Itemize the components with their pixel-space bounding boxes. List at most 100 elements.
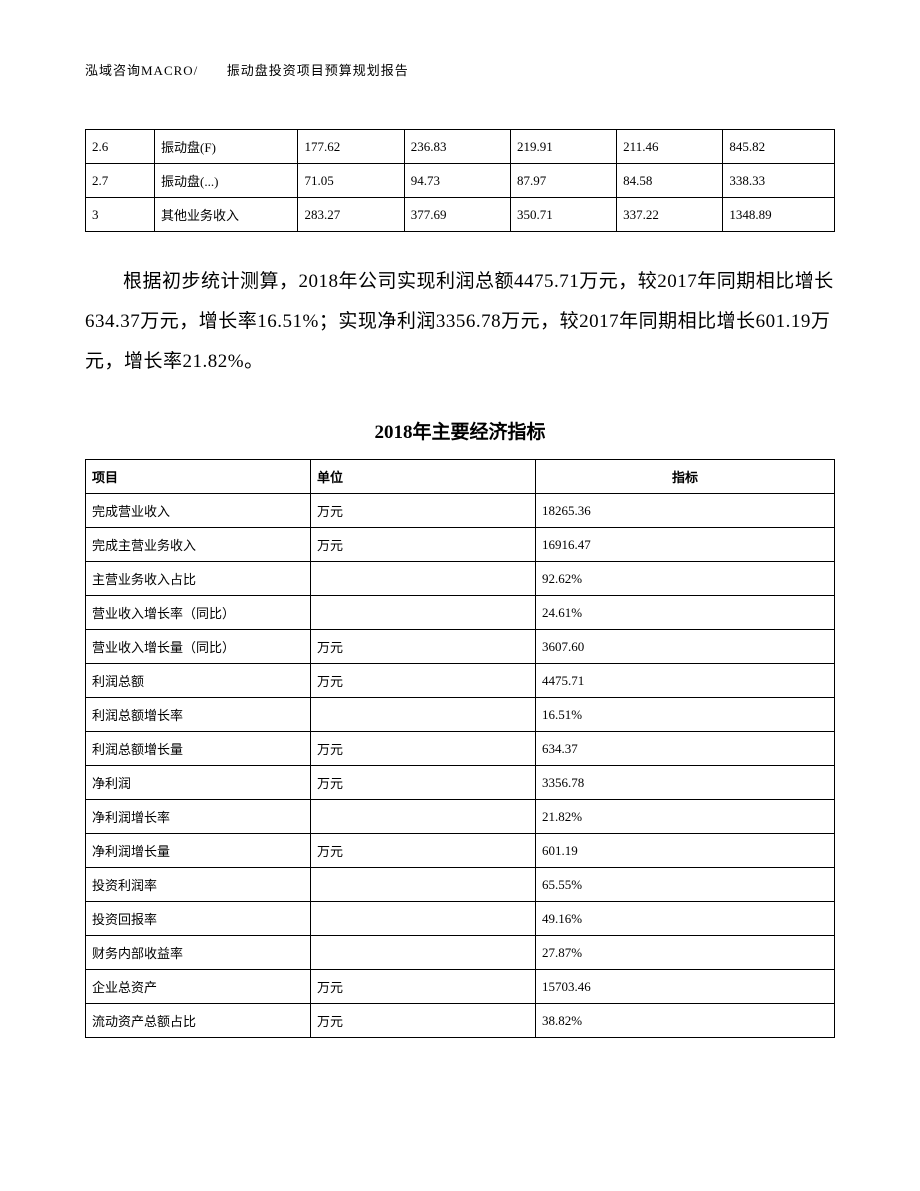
table-cell: 投资回报率	[86, 902, 311, 936]
table-row: 3其他业务收入283.27377.69350.71337.221348.89	[86, 198, 835, 232]
table-cell: 净利润增长率	[86, 800, 311, 834]
table-cell: 营业收入增长率（同比）	[86, 596, 311, 630]
table-cell: 万元	[311, 630, 536, 664]
table-row: 主营业务收入占比 92.62%	[86, 562, 835, 596]
table-cell: 净利润	[86, 766, 311, 800]
table-cell: 利润总额增长量	[86, 732, 311, 766]
table-cell: 净利润增长量	[86, 834, 311, 868]
table-row: 利润总额增长率 16.51%	[86, 698, 835, 732]
table-cell: 15703.46	[536, 970, 835, 1004]
table-cell: 634.37	[536, 732, 835, 766]
table-cell: 219.91	[510, 130, 616, 164]
table-row: 投资利润率 65.55%	[86, 868, 835, 902]
table-cell	[311, 936, 536, 970]
table-cell: 94.73	[404, 164, 510, 198]
table-cell: 211.46	[617, 130, 723, 164]
table-cell: 350.71	[510, 198, 616, 232]
table-row: 2.7振动盘(...)71.0594.7387.9784.58338.33	[86, 164, 835, 198]
table-cell: 万元	[311, 732, 536, 766]
header-value: 指标	[536, 460, 835, 494]
table-cell: 71.05	[298, 164, 404, 198]
revenue-breakdown-table: 2.6振动盘(F)177.62236.83219.91211.46845.822…	[85, 129, 835, 232]
table-cell: 营业收入增长量（同比）	[86, 630, 311, 664]
table-row: 完成营业收入万元18265.36	[86, 494, 835, 528]
table-cell: 2.6	[86, 130, 155, 164]
table-cell: 万元	[311, 1004, 536, 1038]
header-company: 泓域咨询MACRO/	[85, 63, 198, 78]
table-cell: 其他业务收入	[155, 198, 298, 232]
table-cell: 845.82	[723, 130, 835, 164]
table-cell: 完成主营业务收入	[86, 528, 311, 562]
header-unit: 单位	[311, 460, 536, 494]
table-cell: 4475.71	[536, 664, 835, 698]
table-row: 净利润增长量万元601.19	[86, 834, 835, 868]
table-cell: 49.16%	[536, 902, 835, 936]
table-row: 流动资产总额占比万元38.82%	[86, 1004, 835, 1038]
table-cell	[311, 800, 536, 834]
table-cell: 38.82%	[536, 1004, 835, 1038]
table-cell: 3356.78	[536, 766, 835, 800]
table-cell	[311, 902, 536, 936]
table-row: 利润总额增长量万元634.37	[86, 732, 835, 766]
table-cell: 振动盘(...)	[155, 164, 298, 198]
table2-header-row: 项目 单位 指标	[86, 460, 835, 494]
table-cell: 投资利润率	[86, 868, 311, 902]
table-cell: 338.33	[723, 164, 835, 198]
table-cell: 万元	[311, 528, 536, 562]
table1-body: 2.6振动盘(F)177.62236.83219.91211.46845.822…	[86, 130, 835, 232]
table-cell: 完成营业收入	[86, 494, 311, 528]
table-cell: 1348.89	[723, 198, 835, 232]
table-cell: 利润总额增长率	[86, 698, 311, 732]
table-cell	[311, 562, 536, 596]
table-cell: 337.22	[617, 198, 723, 232]
table-cell: 601.19	[536, 834, 835, 868]
table-row: 净利润增长率 21.82%	[86, 800, 835, 834]
table-cell: 84.58	[617, 164, 723, 198]
table-row: 营业收入增长率（同比） 24.61%	[86, 596, 835, 630]
table-row: 营业收入增长量（同比）万元3607.60	[86, 630, 835, 664]
table-cell: 377.69	[404, 198, 510, 232]
table-cell	[311, 596, 536, 630]
table-cell: 财务内部收益率	[86, 936, 311, 970]
table-row: 完成主营业务收入万元16916.47	[86, 528, 835, 562]
table-cell: 企业总资产	[86, 970, 311, 1004]
economic-indicators-table: 项目 单位 指标 完成营业收入万元18265.36完成主营业务收入万元16916…	[85, 459, 835, 1038]
table-cell: 16916.47	[536, 528, 835, 562]
table-cell: 流动资产总额占比	[86, 1004, 311, 1038]
table-row: 企业总资产万元15703.46	[86, 970, 835, 1004]
table-row: 净利润万元3356.78	[86, 766, 835, 800]
table-cell: 万元	[311, 664, 536, 698]
table-cell: 87.97	[510, 164, 616, 198]
table-cell: 21.82%	[536, 800, 835, 834]
page-header: 泓域咨询MACRO/ 振动盘投资项目预算规划报告	[85, 60, 835, 79]
header-title: 振动盘投资项目预算规划报告	[227, 63, 409, 78]
table-cell: 利润总额	[86, 664, 311, 698]
table-cell: 92.62%	[536, 562, 835, 596]
table-cell: 振动盘(F)	[155, 130, 298, 164]
table-cell: 3607.60	[536, 630, 835, 664]
summary-paragraph: 根据初步统计测算，2018年公司实现利润总额4475.71万元，较2017年同期…	[85, 262, 835, 382]
table-row: 投资回报率 49.16%	[86, 902, 835, 936]
table-cell: 27.87%	[536, 936, 835, 970]
table2-title: 2018年主要经济指标	[85, 417, 835, 444]
table-row: 2.6振动盘(F)177.62236.83219.91211.46845.82	[86, 130, 835, 164]
header-item: 项目	[86, 460, 311, 494]
table-cell: 万元	[311, 766, 536, 800]
table-cell: 万元	[311, 494, 536, 528]
table-cell: 主营业务收入占比	[86, 562, 311, 596]
table-cell: 236.83	[404, 130, 510, 164]
table-cell	[311, 868, 536, 902]
table-cell: 万元	[311, 834, 536, 868]
table-cell: 2.7	[86, 164, 155, 198]
table-row: 利润总额万元4475.71	[86, 664, 835, 698]
table-cell: 283.27	[298, 198, 404, 232]
table-cell	[311, 698, 536, 732]
table-cell: 3	[86, 198, 155, 232]
table-cell: 16.51%	[536, 698, 835, 732]
table2-body: 完成营业收入万元18265.36完成主营业务收入万元16916.47主营业务收入…	[86, 494, 835, 1038]
table-cell: 24.61%	[536, 596, 835, 630]
table-row: 财务内部收益率 27.87%	[86, 936, 835, 970]
table-cell: 177.62	[298, 130, 404, 164]
table-cell: 65.55%	[536, 868, 835, 902]
table-cell: 万元	[311, 970, 536, 1004]
